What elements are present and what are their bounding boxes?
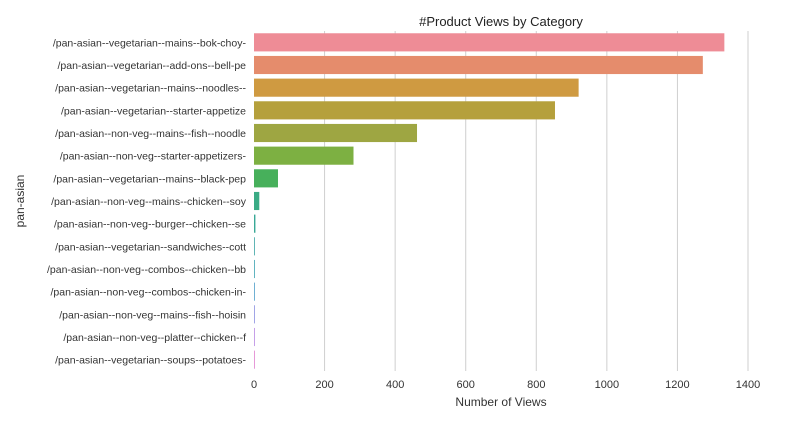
bar — [254, 123, 418, 143]
category-label: /pan-asian--vegetarian--soups--potatoes- — [55, 355, 246, 367]
x-tick-labels: 0 200 400 600 800 1000 1200 1400 — [251, 379, 760, 391]
bar — [254, 191, 260, 211]
bar — [254, 55, 703, 75]
category-label: /pan-asian--vegetarian--mains--noodles-- — [55, 83, 246, 95]
bar — [254, 169, 278, 188]
bar — [254, 237, 255, 256]
category-label: /pan-asian--vegetarian--mains--bok-choy- — [53, 37, 247, 49]
x-axis-title: Number of Views — [455, 395, 546, 409]
bar — [254, 350, 255, 369]
bar — [254, 78, 579, 97]
x-tick-label: 1400 — [736, 379, 760, 391]
category-labels: /pan-asian--vegetarian--mains--bok-choy-… — [47, 37, 247, 366]
bars — [254, 33, 725, 369]
category-label: /pan-asian--non-veg--mains--fish--noodle — [55, 128, 246, 140]
x-tick-label: 0 — [251, 379, 257, 391]
bar — [254, 282, 255, 301]
x-tick-label: 1000 — [595, 379, 619, 391]
category-label: /pan-asian--vegetarian--sandwiches--cott — [55, 241, 246, 253]
category-label: /pan-asian--non-veg--mains--chicken--soy — [51, 196, 247, 208]
x-tick-label: 1200 — [665, 379, 689, 391]
x-tick-label: 200 — [315, 379, 333, 391]
x-tick-label: 800 — [527, 379, 545, 391]
category-label: /pan-asian--non-veg--platter--chicken--f — [63, 332, 246, 344]
category-label: /pan-asian--non-veg--starter-appetizers- — [60, 151, 247, 163]
x-tick-label: 400 — [386, 379, 404, 391]
category-label: /pan-asian--non-veg--combos--chicken-in- — [51, 287, 247, 299]
x-tick-label: 600 — [457, 379, 475, 391]
y-axis-title: pan-asian — [13, 175, 27, 228]
category-label: /pan-asian--vegetarian--add-ons--bell-pe — [57, 60, 246, 72]
category-label: /pan-asian--non-veg--burger--chicken--se — [54, 219, 246, 231]
bar — [254, 146, 354, 165]
category-label: /pan-asian--vegetarian--starter-appetize — [61, 105, 246, 117]
category-label: /pan-asian--vegetarian--mains--black-pep — [53, 173, 246, 185]
chart-title: #Product Views by Category — [419, 14, 583, 29]
category-label: /pan-asian--non-veg--mains--fish--hoisin — [59, 309, 246, 321]
bar — [254, 305, 255, 324]
bar — [254, 327, 255, 347]
bar — [254, 33, 725, 52]
category-label: /pan-asian--non-veg--combos--chicken--bb — [47, 264, 246, 276]
bar — [254, 101, 555, 120]
bar — [254, 214, 256, 233]
bar — [254, 259, 255, 279]
